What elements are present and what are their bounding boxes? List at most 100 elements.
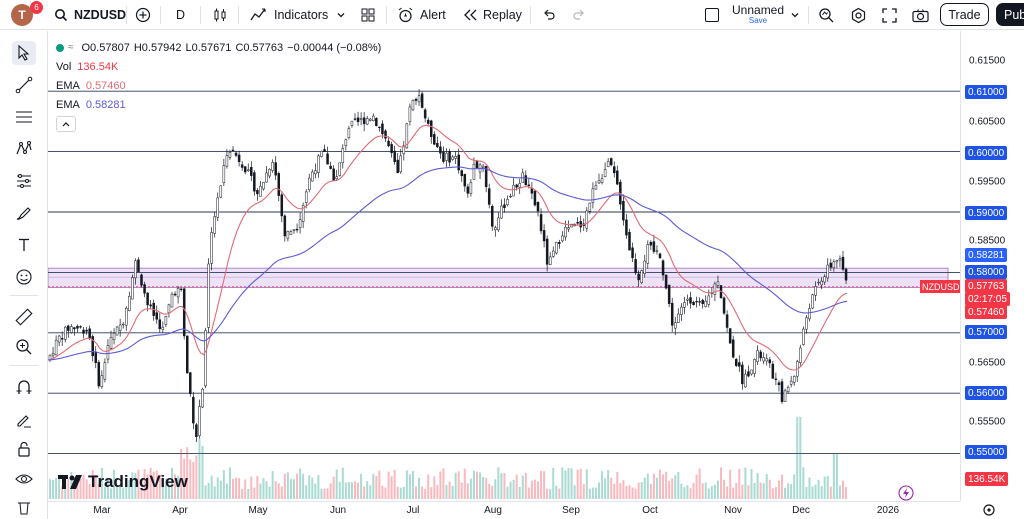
time-axis[interactable]: Mar Apr May Jun Jul Aug Sep Oct Nov Dec … bbox=[48, 485, 960, 519]
chart-pane[interactable] bbox=[48, 31, 960, 501]
candle-down bbox=[426, 119, 430, 124]
candle-up bbox=[405, 123, 409, 149]
ema-fast-legend[interactable]: EMA 0.57460 bbox=[56, 76, 385, 95]
volume-bar bbox=[558, 488, 561, 499]
top-toolbar: T 6 NZDUSD D Indicators Alert Replay bbox=[0, 0, 1024, 30]
drawing-toolbar bbox=[0, 31, 48, 519]
candle-up bbox=[744, 373, 747, 388]
lock-drawings-tool[interactable] bbox=[12, 437, 36, 461]
redo-button[interactable] bbox=[572, 0, 586, 30]
quick-search-button[interactable] bbox=[818, 0, 835, 30]
hide-drawings-tool[interactable] bbox=[12, 467, 36, 491]
candle-up bbox=[832, 261, 836, 269]
alert-button[interactable]: Alert bbox=[397, 0, 446, 30]
compare-button[interactable] bbox=[135, 0, 151, 30]
go-to-settings-icon[interactable] bbox=[982, 503, 996, 519]
indicators-button[interactable]: Indicators bbox=[250, 0, 328, 30]
chart-type-button[interactable] bbox=[212, 0, 228, 30]
price-chart[interactable] bbox=[48, 31, 960, 501]
volume-bar bbox=[787, 483, 790, 499]
magnet-tool[interactable] bbox=[12, 375, 36, 399]
volume-bar bbox=[338, 481, 341, 499]
symbol-search[interactable]: NZDUSD bbox=[54, 0, 126, 30]
candle-up bbox=[228, 152, 232, 158]
volume-bar bbox=[552, 467, 555, 499]
volume-bar bbox=[296, 473, 299, 499]
ema-slow-legend[interactable]: EMA 0.58281 bbox=[56, 95, 385, 114]
eye-icon bbox=[15, 474, 33, 484]
templates-button[interactable] bbox=[360, 0, 376, 30]
volume-bar bbox=[70, 471, 73, 499]
candle-down bbox=[780, 381, 784, 402]
fullscreen-button[interactable] bbox=[882, 0, 897, 30]
brush-tool[interactable] bbox=[12, 201, 36, 225]
multi-layout-checkbox[interactable] bbox=[705, 0, 719, 30]
trend-line-icon bbox=[15, 76, 33, 94]
volume-bar bbox=[97, 484, 100, 499]
ema-lines bbox=[48, 124, 848, 371]
draw-mode-tool[interactable] bbox=[12, 407, 36, 431]
indicators-dropdown[interactable] bbox=[336, 0, 346, 30]
candle-up bbox=[308, 177, 311, 190]
remove-drawings-tool[interactable] bbox=[12, 495, 36, 519]
lightning-icon[interactable] bbox=[898, 485, 914, 506]
candle-up bbox=[597, 180, 601, 184]
candle-down bbox=[628, 231, 631, 251]
emoji-tool[interactable] bbox=[12, 265, 36, 289]
fib-tool[interactable] bbox=[12, 105, 36, 129]
layout-dropdown[interactable] bbox=[790, 0, 800, 30]
publish-button[interactable]: Pub bbox=[996, 3, 1024, 26]
volume-bar bbox=[509, 481, 512, 499]
candle-up bbox=[341, 148, 345, 164]
collapse-legend-button[interactable] bbox=[56, 114, 385, 133]
candle-down bbox=[536, 202, 540, 212]
volume-bar bbox=[555, 485, 558, 499]
ruler-tool[interactable] bbox=[12, 305, 36, 329]
trade-button[interactable]: Trade bbox=[940, 3, 989, 26]
snapshot-button[interactable] bbox=[912, 0, 929, 30]
volume-bar bbox=[308, 475, 311, 499]
volume-bar bbox=[503, 473, 506, 499]
ohlc-row: ≈ O0.57807 H0.57942 L0.57671 C0.57763 −0… bbox=[56, 38, 385, 57]
horizontal-lines[interactable] bbox=[48, 90, 960, 455]
trend-line-tool[interactable] bbox=[12, 73, 36, 97]
price-scale[interactable]: 0.61500 0.61000 0.60500 0.60000 0.59500 … bbox=[960, 31, 1024, 501]
volume-bar bbox=[771, 488, 774, 499]
divider bbox=[126, 6, 127, 24]
volume-bar bbox=[570, 468, 573, 499]
zoom-tool[interactable] bbox=[12, 335, 36, 359]
settings-button[interactable] bbox=[850, 0, 867, 30]
volume-bar bbox=[829, 486, 832, 499]
replay-icon bbox=[464, 9, 477, 21]
layout-name-button[interactable]: Unnamed Save bbox=[732, 0, 784, 30]
candles bbox=[48, 89, 848, 443]
text-tool[interactable] bbox=[12, 233, 36, 257]
volume-bar bbox=[171, 467, 173, 499]
volume-legend[interactable]: Vol 136.54K bbox=[56, 57, 385, 76]
cursor-tool[interactable] bbox=[12, 41, 36, 65]
candle-down bbox=[631, 247, 634, 259]
brush-icon bbox=[16, 207, 31, 220]
candle-up bbox=[506, 198, 509, 206]
candle-down bbox=[192, 396, 195, 424]
volume-bar bbox=[750, 468, 753, 499]
volume-bar bbox=[232, 478, 234, 499]
candle-up bbox=[600, 178, 604, 183]
ema-slow-price-label: 0.58281 bbox=[965, 248, 1008, 262]
candle-up bbox=[786, 387, 790, 392]
candle-down bbox=[182, 288, 186, 337]
interval-button[interactable]: D bbox=[176, 0, 185, 30]
candle-up bbox=[826, 264, 829, 279]
volume-bar bbox=[512, 479, 515, 499]
volume-bar bbox=[817, 479, 820, 499]
forecasting-tool[interactable] bbox=[12, 169, 36, 193]
volume-bar bbox=[707, 488, 710, 499]
candle-up bbox=[125, 307, 128, 326]
pattern-tool[interactable] bbox=[12, 137, 36, 161]
user-avatar[interactable]: T bbox=[11, 4, 33, 26]
ema-fast-price-label: 0.57460 bbox=[965, 305, 1008, 319]
volume-bar bbox=[381, 485, 384, 499]
volume-bar bbox=[716, 480, 719, 499]
replay-button[interactable]: Replay bbox=[462, 0, 522, 30]
undo-button[interactable] bbox=[542, 0, 556, 30]
